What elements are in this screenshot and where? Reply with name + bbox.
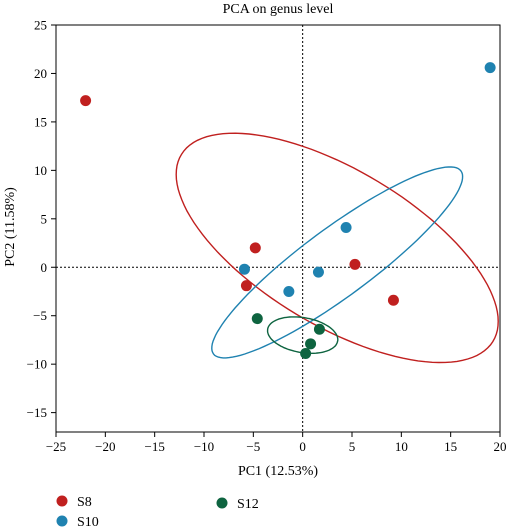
data-point-s8 <box>387 294 399 306</box>
legend-marker-s10 <box>56 515 68 527</box>
x-tick-label: 5 <box>349 439 356 454</box>
y-axis-title: PC2 (11.58%) <box>3 187 18 267</box>
data-point-s10 <box>484 62 496 74</box>
axes: −25 −20 −15 −10 −5 0 5 10 15 20 −15 −10 −5 0 5 10 15 20 25 <box>27 18 507 455</box>
data-point-s10 <box>238 263 250 275</box>
y-tick-label: 10 <box>34 163 47 178</box>
y-tick-label: 25 <box>34 18 47 33</box>
plot-area <box>56 25 500 432</box>
data-point-s10 <box>340 222 352 234</box>
y-tick-label: −5 <box>33 308 47 323</box>
x-tick-label: −10 <box>194 439 214 454</box>
confidence-ellipse-s12 <box>266 316 339 354</box>
data-point-s12 <box>300 348 312 360</box>
data-point-s12 <box>251 313 263 325</box>
legend-marker-s8 <box>56 495 68 507</box>
x-tick-label: −15 <box>144 439 164 454</box>
x-tick-label: 15 <box>444 439 457 454</box>
x-tick-label: −20 <box>95 439 115 454</box>
data-point-s8 <box>80 95 92 107</box>
plot-frame <box>55 24 501 433</box>
y-tick-label: 15 <box>34 114 47 129</box>
y-tick-label: 0 <box>41 260 48 275</box>
x-tick-label: 20 <box>494 439 507 454</box>
confidence-ellipse-s10 <box>211 166 464 359</box>
y-tick-label: 20 <box>34 66 47 81</box>
data-point-s8 <box>249 242 261 254</box>
data-point-s10 <box>312 266 324 278</box>
x-axis-title: PC1 (12.53%) <box>238 464 318 479</box>
data-point-s8 <box>349 258 361 270</box>
legend: S8 S10 S12 <box>56 495 259 528</box>
y-tick-label: −15 <box>27 405 47 420</box>
data-point-s10 <box>283 285 295 297</box>
y-tick-label: −10 <box>27 357 47 372</box>
x-tick-label: −25 <box>46 439 66 454</box>
legend-label-s8: S8 <box>77 495 92 510</box>
chart-title: PCA on genus level <box>223 2 334 17</box>
data-point-s12 <box>313 323 325 335</box>
x-tick-label: 10 <box>395 439 408 454</box>
data-point-s8 <box>240 280 252 292</box>
confidence-ellipse-s8 <box>175 132 499 364</box>
x-tick-label: −5 <box>246 439 260 454</box>
y-tick-label: 5 <box>41 211 48 226</box>
legend-label-s12: S12 <box>237 497 259 512</box>
legend-marker-s12 <box>216 497 228 509</box>
x-tick-label: 0 <box>299 439 306 454</box>
data-point-s12 <box>305 338 317 350</box>
legend-label-s10: S10 <box>77 515 99 528</box>
